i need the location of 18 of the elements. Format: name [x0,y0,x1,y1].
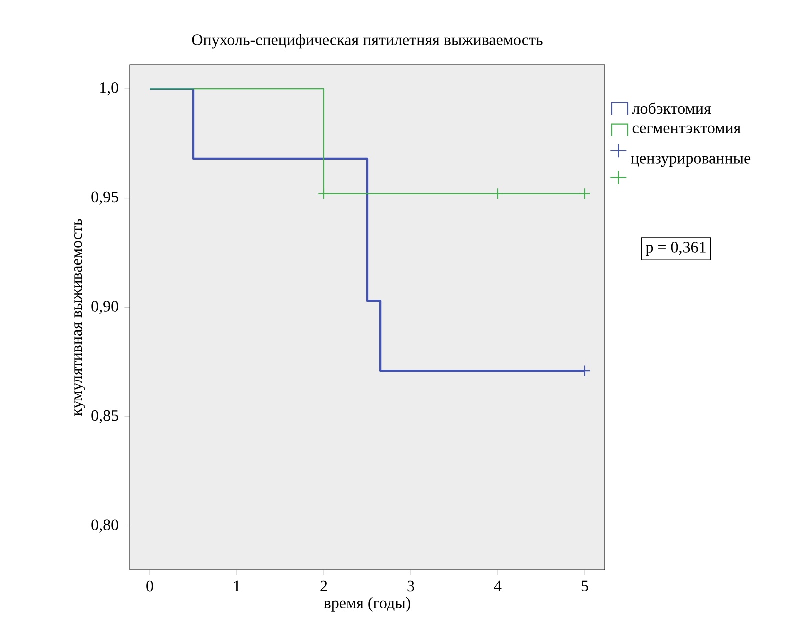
x-tick-label: 2 [320,580,328,592]
x-tick-label: 1 [234,580,240,592]
text: p = 0,361 [646,242,706,256]
legend-label: сегментэктомия [632,126,741,134]
y-tick-label: 0,95 [92,192,118,205]
y-axis-title: кумулятивная выживаемость [74,219,86,416]
legend-label: цензурированные [631,156,751,168]
y-tick-label: 0,85 [92,410,118,424]
x-tick-label: 4 [494,580,502,592]
y-tick-label: 0,80 [92,520,118,533]
legend-label: лобэктомия [632,102,712,114]
chart-title: Опухоль-специфическая пятилетняя выживаемость [192,34,543,49]
y-tick-label: 0,90 [92,301,118,314]
x-axis-title: время (годы) [324,597,411,612]
x-tick-label: 5 [582,580,588,592]
y-tick-label: 1,0 [100,82,118,96]
x-tick-label: 3 [408,580,414,592]
x-tick-label: 0 [146,580,154,592]
